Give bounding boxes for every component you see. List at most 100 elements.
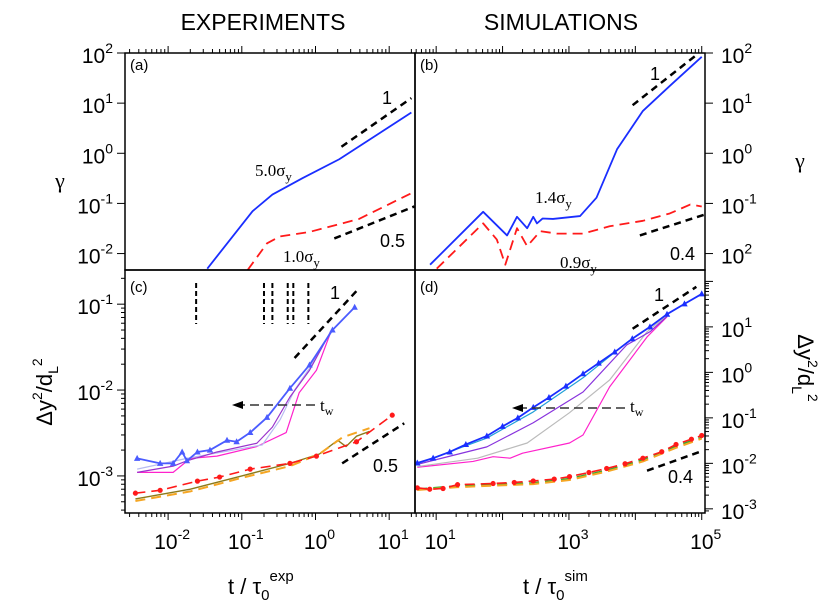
data-point-triangle [483,432,491,439]
series-line-d-3 [417,326,651,465]
slope-guide-0.5 [333,205,415,240]
slope-label-a-05: 0.5 [380,231,405,251]
data-point-triangle [233,438,240,445]
data-point-circle [699,432,705,439]
panel-b: 102 10-1 100 101 102 [414,40,757,271]
y-tick-label: 102 [721,241,752,269]
slope-label-b-1: 1 [650,64,660,84]
slope-guide-0.4 [639,213,705,237]
x-label-sim: t / τ0sim [523,568,588,604]
slope-label-c-05: 0.5 [373,456,398,476]
y-tick-label: 10-3 [77,463,113,491]
data-point-circle [586,469,592,476]
data-point-triangle [446,448,453,455]
data-point-triangle [514,414,522,421]
data-point-circle [440,485,446,492]
series-line-d-1 [417,314,668,468]
y-tick-label: 101 [721,90,752,118]
data-point-circle [287,460,293,466]
x-label-exp: t / τ0exp [228,568,294,604]
title-simulations: SIMULATIONS [484,9,638,35]
slope-guide-1 [631,54,698,107]
slope-label-b-04: 0.4 [670,244,695,264]
data-point-triangle [595,359,602,366]
data-point-triangle [263,413,271,420]
data-point-circle [427,486,433,492]
series-line-b-1 [436,203,702,270]
slope-label-c-1: 1 [330,283,340,303]
data-point-triangle [169,459,177,466]
data-point-circle [688,436,695,442]
x-tick-label: 101 [378,526,409,554]
annotation-tw-d: tw [630,397,644,419]
y-tick-label: 100 [82,140,113,168]
data-point-triangle [156,459,164,466]
data-point-circle [389,412,395,418]
annotation-0.9sigma: 0.9σy [560,253,597,276]
data-point-triangle [629,335,636,342]
slope-guide-1 [293,289,359,359]
data-point-triangle [499,422,506,429]
data-point-circle [415,485,420,491]
slope-guide-0.5 [341,422,405,465]
data-point-circle [659,449,665,455]
series-line-c-0 [137,329,333,473]
y-tick-label: 10-2 [77,377,113,405]
x-tick-label: 10-1 [228,526,264,554]
data-point-triangle [223,436,231,443]
data-point-triangle [178,448,186,455]
data-point-triangle [611,348,618,355]
data-point-circle [551,476,557,482]
data-point-triangle [579,370,587,377]
y-tick-label: 101 [82,90,113,118]
tw-arrow-d [512,404,625,412]
data-point-triangle [545,394,553,401]
data-point-triangle [194,448,201,455]
data-point-triangle [247,429,254,436]
slope-guide-0.4 [646,449,704,472]
x-tick-label: 100 [304,526,335,554]
y-tick-label: 100 [721,140,752,168]
y-tick-label: 10-1 [77,291,113,319]
data-point-triangle [286,384,294,391]
series-line-d-0 [417,316,668,468]
panel-frame-c [124,269,416,514]
panel-label-a: (a) [130,57,148,74]
series-line-c-5 [135,427,370,503]
data-point-triangle [329,326,336,333]
annotation-5sigma: 5.0σy [255,161,292,184]
data-point-circle [353,439,360,445]
series-line-c-3 [136,306,356,465]
data-point-circle [132,490,139,496]
series-line-a-0 [206,111,412,270]
data-point-circle [454,482,461,488]
slope-guide-1 [631,285,698,330]
annotation-tw-c: tw [320,396,334,418]
series-line-d-4 [417,293,703,464]
panel-a: 10-2 10-1 100 101 102 [77,40,416,271]
data-point-triangle [698,290,705,297]
data-point-circle [157,487,163,493]
data-point-triangle [562,382,570,389]
x-tick-label: 105 [690,526,721,554]
data-point-triangle [663,310,671,317]
panel-frame-d [414,269,706,514]
data-point-circle [640,455,646,461]
y-tick-label: 10-1 [721,405,757,433]
data-point-triangle [462,440,470,447]
data-point-triangle [306,361,313,368]
panel-c: 10-2 10-1 100 101 10-3 10-2 10-1 [77,269,416,554]
y-tick-label: 10-1 [77,190,113,218]
title-experiments: EXPERIMENTS [181,9,346,35]
y-label-msd-right: Δy2/dL2 [789,334,821,402]
x-tick-label: 101 [425,526,456,554]
slope-label-d-04: 0.4 [668,467,693,487]
data-point-triangle [133,454,141,461]
data-point-triangle [646,323,654,330]
y-tick-label: 10-2 [721,450,757,478]
panel-label-d: (d) [420,279,438,296]
data-point-circle [566,474,573,480]
y-tick-label: 101 [721,314,752,342]
